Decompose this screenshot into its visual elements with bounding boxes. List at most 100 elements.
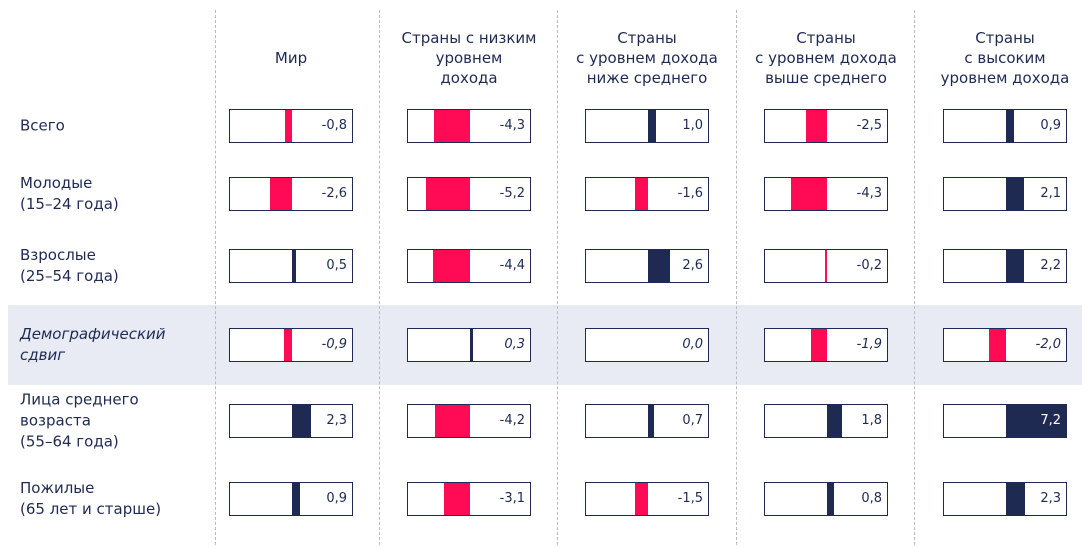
row-label: Всего — [20, 116, 65, 135]
value-label: 1,8 — [861, 413, 882, 428]
cell-box: 1,0 — [585, 109, 709, 143]
cell-box: -2,6 — [229, 177, 353, 211]
bar — [285, 110, 292, 142]
cell-box: 2,6 — [585, 249, 709, 283]
value-label: -4,4 — [499, 258, 525, 273]
bar — [433, 110, 470, 142]
cell-box: -3,1 — [407, 482, 531, 516]
cell-box: 0,8 — [764, 482, 888, 516]
row-label: Демографический сдвиг — [20, 325, 166, 364]
bar — [1006, 178, 1024, 210]
bar — [292, 483, 300, 515]
cell-box: -2,5 — [764, 109, 888, 143]
cell-box: 2,3 — [229, 404, 353, 438]
value-label: -0,2 — [856, 258, 882, 273]
bar — [827, 483, 834, 515]
bar — [635, 483, 648, 515]
value-label: 0,7 — [682, 413, 703, 428]
value-label: 2,6 — [682, 258, 703, 273]
value-label: -1,5 — [677, 491, 703, 506]
cell-box: 0,0 — [585, 328, 709, 362]
bar — [284, 329, 292, 361]
bar — [634, 178, 648, 210]
row-label: Пожилые (65 лет и старше) — [20, 479, 162, 518]
bar — [790, 178, 827, 210]
cell-box: 2,1 — [943, 177, 1067, 211]
bar — [1006, 250, 1025, 282]
separator — [736, 10, 737, 545]
value-label: -1,9 — [856, 337, 882, 352]
bar — [806, 110, 827, 142]
value-label: -1,6 — [677, 186, 703, 201]
cell-box: 0,3 — [407, 328, 531, 362]
column-header: Страны с низким уровнем дохода — [401, 29, 537, 87]
cell-box: 0,5 — [229, 249, 353, 283]
bar — [811, 329, 827, 361]
value-label: -4,2 — [499, 413, 525, 428]
value-label: -0,8 — [321, 118, 347, 133]
bar — [470, 329, 473, 361]
cell-box: -0,8 — [229, 109, 353, 143]
value-label: -4,3 — [856, 186, 882, 201]
bar — [1006, 405, 1066, 437]
column-header: Страны с уровнем дохода выше среднего — [755, 29, 897, 87]
bar — [270, 178, 292, 210]
cell-box: 7,2 — [943, 404, 1067, 438]
bar — [989, 329, 1006, 361]
cell-box: -0,2 — [764, 249, 888, 283]
row-label: Молодые (15–24 года) — [20, 174, 119, 213]
bar — [827, 405, 843, 437]
row-label: Лица среднего возраста (55–64 года) — [20, 390, 139, 451]
bar — [292, 250, 297, 282]
column-header: Мир — [274, 49, 308, 67]
value-label: -3,1 — [499, 491, 525, 506]
separator — [557, 10, 558, 545]
value-label: 0,9 — [1040, 118, 1061, 133]
row-label: Взрослые (25–54 года) — [20, 246, 119, 285]
column-header: Страны с уровнем дохода ниже среднего — [576, 29, 718, 87]
value-label: 2,3 — [1040, 491, 1061, 506]
cell-box: -1,5 — [585, 482, 709, 516]
separator — [379, 10, 380, 545]
bar — [1006, 110, 1014, 142]
value-label: 7,2 — [1040, 413, 1061, 428]
bar — [825, 250, 827, 282]
value-label: -5,2 — [499, 186, 525, 201]
value-label: 0,3 — [504, 337, 525, 352]
value-label: 1,0 — [682, 118, 703, 133]
cell-box: 0,9 — [943, 109, 1067, 143]
cell-box: -4,2 — [407, 404, 531, 438]
value-label: -2,0 — [1035, 337, 1061, 352]
cell-box: -4,4 — [407, 249, 531, 283]
value-label: -2,6 — [321, 186, 347, 201]
value-label: 0,5 — [326, 258, 347, 273]
bar — [648, 110, 657, 142]
cell-box: -4,3 — [764, 177, 888, 211]
value-label: 2,1 — [1040, 186, 1061, 201]
value-label: -4,3 — [499, 118, 525, 133]
bar — [648, 250, 670, 282]
value-label: -2,5 — [856, 118, 882, 133]
bar — [426, 178, 470, 210]
cell-box: -2,0 — [943, 328, 1067, 362]
value-label: 0,9 — [326, 491, 347, 506]
cell-box: -4,3 — [407, 109, 531, 143]
bar — [648, 405, 654, 437]
cell-box: -1,6 — [585, 177, 709, 211]
value-label: 0,8 — [861, 491, 882, 506]
cell-box: 0,9 — [229, 482, 353, 516]
value-label: 2,2 — [1040, 258, 1061, 273]
cell-box: -0,9 — [229, 328, 353, 362]
cell-box: -5,2 — [407, 177, 531, 211]
separator — [215, 10, 216, 545]
cell-box: 2,3 — [943, 482, 1067, 516]
bar — [434, 405, 470, 437]
separator — [914, 10, 915, 545]
cell-box: -1,9 — [764, 328, 888, 362]
highlight-band — [8, 305, 1082, 385]
bar — [292, 405, 312, 437]
bar — [1006, 483, 1026, 515]
value-label: -0,9 — [321, 337, 347, 352]
column-header: Страны с высоким уровнем дохода — [940, 29, 1070, 87]
